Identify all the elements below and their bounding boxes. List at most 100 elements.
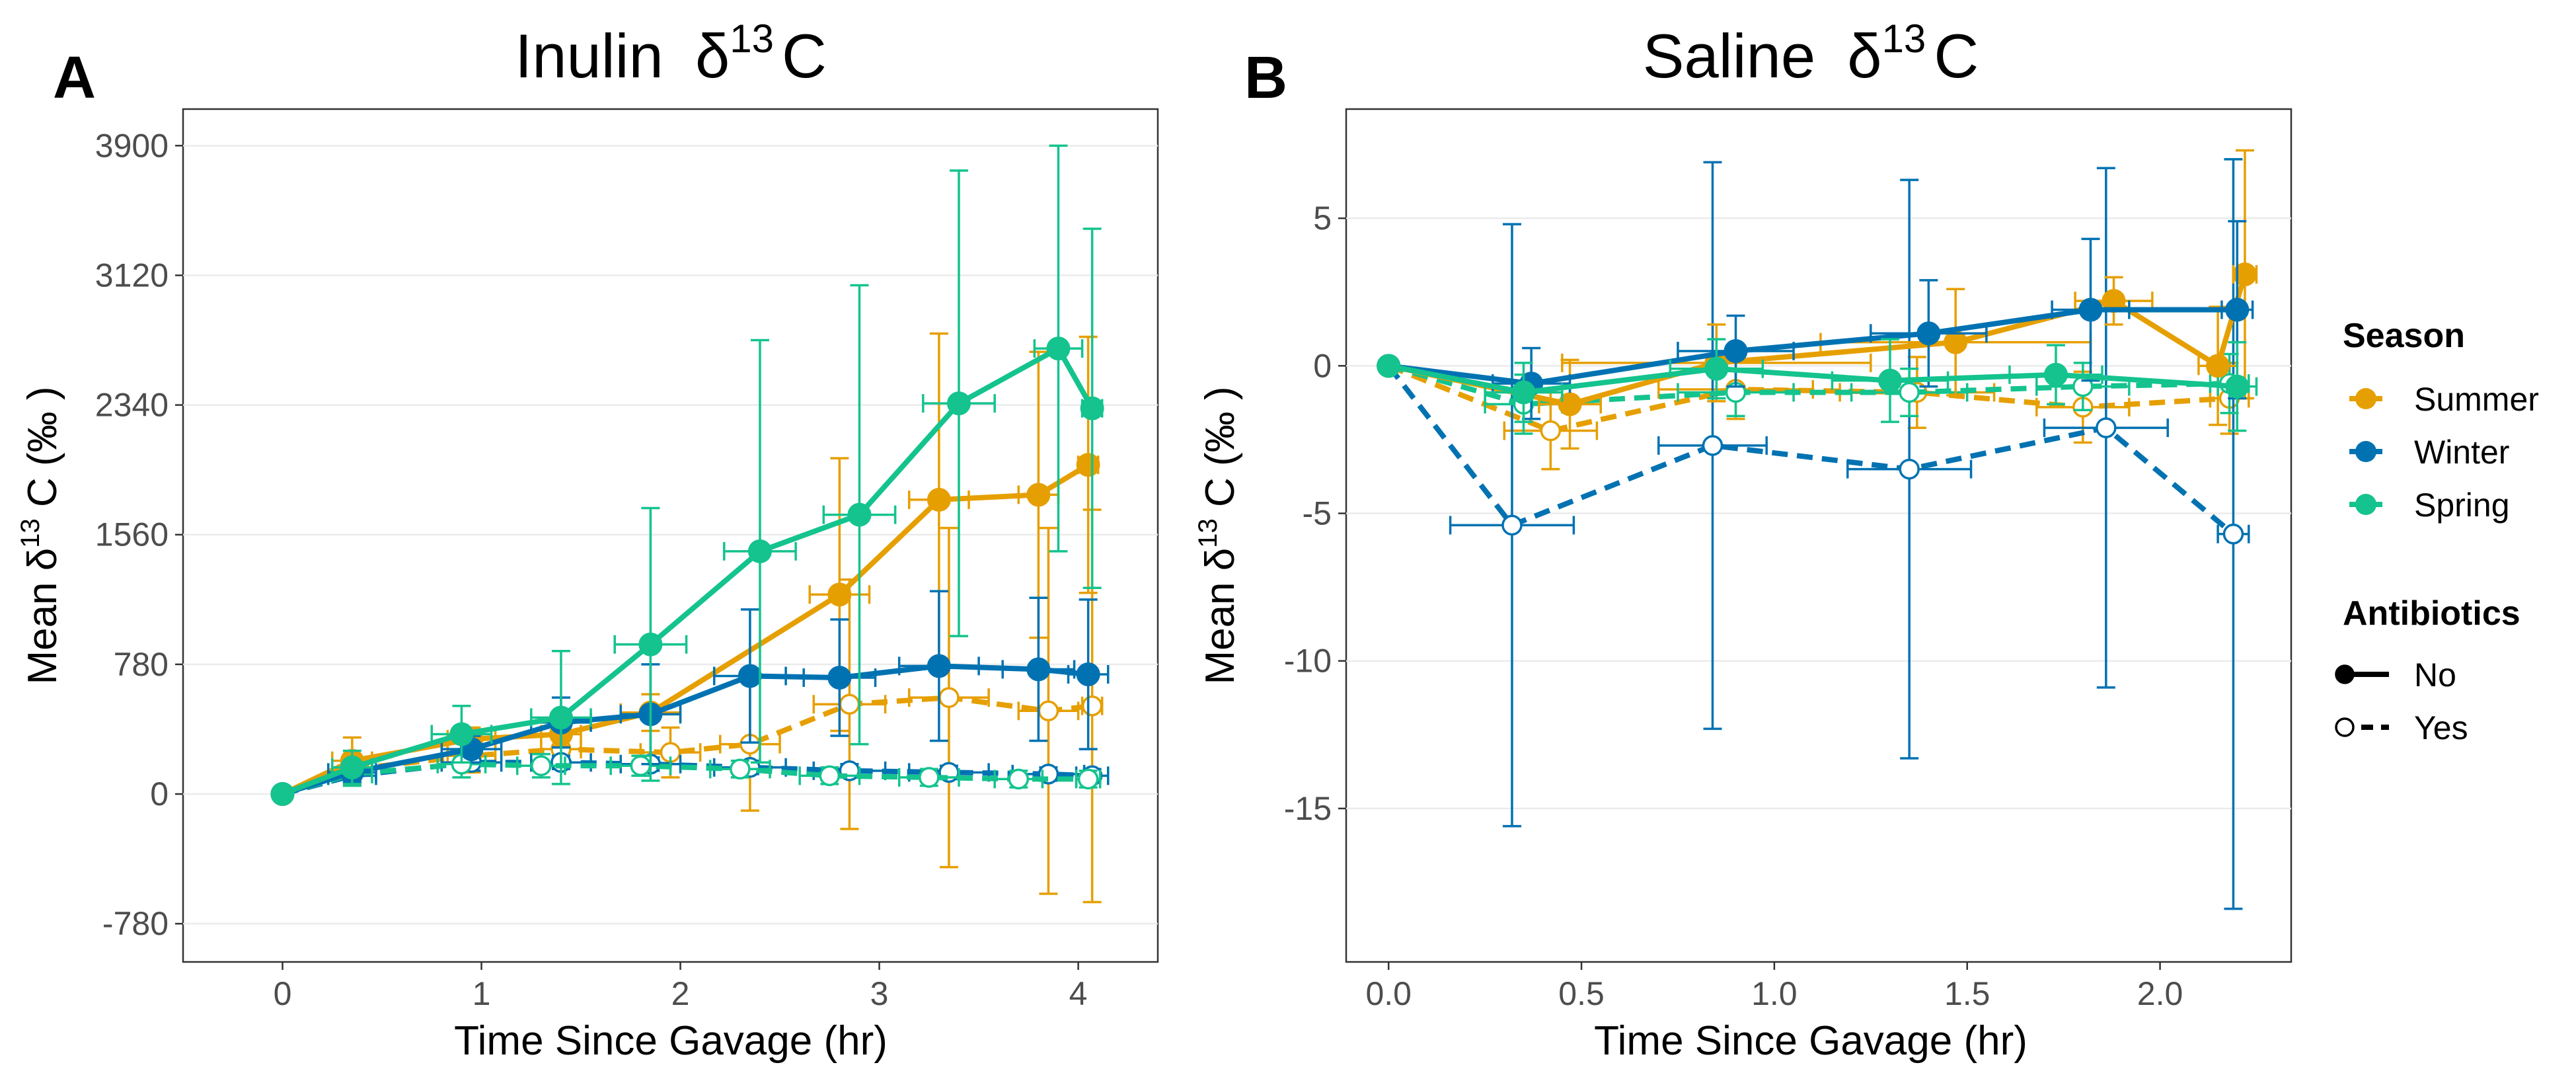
legend-antibiotics-no: No bbox=[2335, 656, 2456, 694]
panel-b-winter-antibiotics-no-point-5 bbox=[2225, 298, 2250, 322]
legend-season-key-point-winter bbox=[2355, 441, 2376, 462]
panel-a-y-axis-title: Mean δ13 C (‰ ) bbox=[16, 386, 65, 684]
legend-season-winter: Winter bbox=[2349, 434, 2509, 471]
legend-antibiotics-key-point-no bbox=[2335, 664, 2355, 684]
legend-season-key-point-summer bbox=[2355, 388, 2376, 409]
panel-a-summer-antibiotics-yes-point-7 bbox=[938, 687, 960, 708]
panel-b-y-axis: -15 -10 -5 0 5 bbox=[1284, 200, 1346, 827]
panel-a-summer-antibiotics-no-point-8 bbox=[1076, 453, 1100, 477]
panel-b-winter-antibiotics-no-point-2 bbox=[1724, 339, 1748, 364]
panel-b-spring-antibiotics-yes-line bbox=[1388, 363, 2230, 407]
panel-b-grid bbox=[1346, 217, 2291, 810]
panel-a-grid bbox=[183, 145, 1158, 925]
panel-a-plot-frame bbox=[182, 108, 1159, 963]
legend-antibiotics-label-yes: Yes bbox=[2414, 709, 2468, 746]
panel-b-spring-antibiotics-no-point-2 bbox=[1704, 356, 1729, 381]
panel-a-spring-antibiotics-no-point-8 bbox=[1046, 337, 1071, 361]
panel-b-x-axis-title: Time Since Gavage (hr) bbox=[1594, 1018, 2027, 1064]
legend-season-entries: Summer Winter Spring bbox=[2349, 381, 2539, 524]
panel-a-y-tick-label-6: 3900 bbox=[95, 127, 169, 164]
panel-b-y-tick-label-1: -10 bbox=[1284, 643, 1332, 680]
panel-a-spring-antibiotics-no-point-9 bbox=[1080, 396, 1104, 420]
panel-a-x-tick-label-4: 4 bbox=[1069, 975, 1088, 1012]
panel-a-summer-antibiotics-yes-point-8 bbox=[1038, 700, 1059, 722]
panel-b-x-tick-label-0: 0.0 bbox=[1365, 975, 1412, 1012]
panel-a-spring-antibiotics-yes-point-4 bbox=[630, 755, 652, 777]
legend-antibiotics-label-no: No bbox=[2414, 656, 2456, 694]
panel-a-letter: A bbox=[53, 45, 96, 111]
panel-a-y-tick-label-5: 3120 bbox=[95, 257, 169, 294]
panel-b-x-tick-label-3: 1.5 bbox=[1944, 975, 1990, 1012]
panel-a-x-axis-title: Time Since Gavage (hr) bbox=[454, 1018, 888, 1064]
panel-b-x-tick-label-2: 1.0 bbox=[1751, 975, 1798, 1012]
panel-a-spring-antibiotics-no-point-5 bbox=[747, 539, 772, 563]
panel-a-summer-antibiotics-no-point-5 bbox=[827, 582, 852, 607]
panel-a-spring-antibiotics-no-line bbox=[282, 346, 1095, 797]
legend-antibiotics-yes: Yes bbox=[2335, 709, 2468, 746]
panel-b-spring-antibiotics-no-point-0 bbox=[1377, 354, 1401, 378]
panel-a-spring-antibiotics-yes-point-9 bbox=[1077, 768, 1099, 790]
panel-b-spring-antibiotics-no-line bbox=[1388, 363, 2238, 395]
panel-a-spring-antibiotics-no-point-1 bbox=[340, 755, 364, 779]
panel-b-winter-antibiotics-yes-line bbox=[1386, 364, 2235, 536]
panel-a-spring-antibiotics-no-point-2 bbox=[449, 722, 474, 746]
panel-b-winter-antibiotics-yes-point-4 bbox=[2096, 417, 2117, 438]
panel-a-spring-antibiotics-no-series bbox=[270, 144, 1104, 807]
panel-a-y-tick-label-0: -780 bbox=[102, 905, 169, 942]
panel-b-spring-antibiotics-yes-point-3 bbox=[1899, 381, 1920, 403]
panel-b-x-axis: 0.0 0.5 1.0 1.5 2.0 bbox=[1365, 962, 2183, 1012]
legend-antibiotics-key-point-yes bbox=[2335, 717, 2355, 737]
panel-a-spring-antibiotics-yes-line bbox=[282, 761, 1088, 797]
panel-a-spring-antibiotics-no-point-0 bbox=[270, 782, 295, 807]
panel-a-winter-antibiotics-no-point-7 bbox=[927, 654, 951, 678]
panel-a-winter-antibiotics-no-point-5 bbox=[738, 664, 762, 688]
legend-season-label-winter: Winter bbox=[2414, 434, 2509, 471]
legend-season-label-spring: Spring bbox=[2414, 487, 2510, 524]
panel-a-y-tick-label-1: 0 bbox=[150, 775, 169, 813]
panel-a-y-tick-label-3: 1560 bbox=[95, 516, 169, 553]
panel-b-y-tick-label-0: -15 bbox=[1284, 790, 1332, 827]
panel-b-summer-antibiotics-no-point-1 bbox=[1558, 392, 1582, 417]
panel-a-spring-antibiotics-no-point-3 bbox=[549, 705, 573, 730]
panel-a-x-axis: 0 1 2 3 4 bbox=[274, 962, 1088, 1012]
panel-b-spring-antibiotics-no-point-3 bbox=[1877, 368, 1902, 393]
panel-a-spring-antibiotics-no-point-4 bbox=[638, 632, 663, 656]
panel-b-y-tick-label-4: 5 bbox=[1313, 200, 1332, 237]
panel-a-summer-antibiotics-no-point-6 bbox=[927, 487, 951, 512]
panel-b-y-axis-title: Mean δ13 C (‰ ) bbox=[1193, 386, 1243, 684]
panel-b-y-tick-label-2: -5 bbox=[1303, 495, 1332, 532]
panel-a-spring-antibiotics-yes-point-7 bbox=[919, 767, 940, 788]
panel-b-winter-antibiotics-yes-point-5 bbox=[2222, 524, 2244, 545]
panel-a-winter-antibiotics-no-point-6 bbox=[827, 666, 852, 690]
panel-a-spring-antibiotics-yes-series bbox=[272, 749, 1102, 805]
panel-a-spring-antibiotics-yes-point-5 bbox=[730, 758, 751, 780]
legend: Season Summer Winter Spring Antibiotics No… bbox=[2335, 317, 2539, 746]
panel-b-plot-frame bbox=[1345, 108, 2292, 963]
panel-a-x-tick-label-2: 2 bbox=[671, 975, 690, 1012]
panel-b-spring-antibiotics-no-series bbox=[1377, 338, 2258, 432]
legend-antibiotics-title: Antibiotics bbox=[2343, 594, 2520, 633]
panel-a-spring-antibiotics-no-point-7 bbox=[946, 391, 971, 416]
panel-b: B Saline δ13 C 0.0 0.5 1.0 1.5 2.0 -15 -10 -5 0 5… bbox=[1193, 17, 2292, 1064]
panel-a-spring-antibiotics-yes-point-6 bbox=[819, 765, 841, 787]
panel-a-winter-antibiotics-no-point-8 bbox=[1026, 657, 1051, 682]
panel-b-x-tick-label-1: 0.5 bbox=[1558, 975, 1605, 1012]
panel-b-spring-antibiotics-no-point-4 bbox=[2043, 362, 2068, 387]
panel-a-summer-antibiotics-no-point-7 bbox=[1026, 483, 1051, 507]
panel-b-summer-antibiotics-no-point-6 bbox=[2232, 262, 2257, 286]
panel-b-winter-antibiotics-no-series bbox=[1377, 219, 2254, 420]
panel-b-winter-antibiotics-no-point-4 bbox=[2078, 298, 2103, 322]
panel-a-spring-antibiotics-yes-point-3 bbox=[531, 755, 552, 777]
panel-b-summer-antibiotics-yes-line bbox=[1387, 363, 2230, 434]
panel-a-y-tick-label-2: 780 bbox=[114, 646, 169, 683]
panel-a-summer-antibiotics-yes-point-9 bbox=[1081, 695, 1103, 717]
panel-a-x-tick-label-3: 3 bbox=[870, 975, 889, 1012]
panel-b-spring-antibiotics-no-point-5 bbox=[2225, 374, 2250, 399]
panel-a-x-tick-label-0: 0 bbox=[274, 975, 292, 1012]
panel-a: A Inulin δ13 C 0 1 2 3 4 -780 0 780 1560 2340 3120… bbox=[16, 17, 1159, 1064]
panel-b-winter-antibiotics-yes-point-2 bbox=[1702, 435, 1724, 456]
panel-b-title: Saline δ13 C bbox=[1643, 17, 1979, 91]
panel-b-x-tick-label-4: 2.0 bbox=[2137, 975, 2183, 1012]
panel-a-summer-antibiotics-yes-point-6 bbox=[839, 694, 860, 715]
